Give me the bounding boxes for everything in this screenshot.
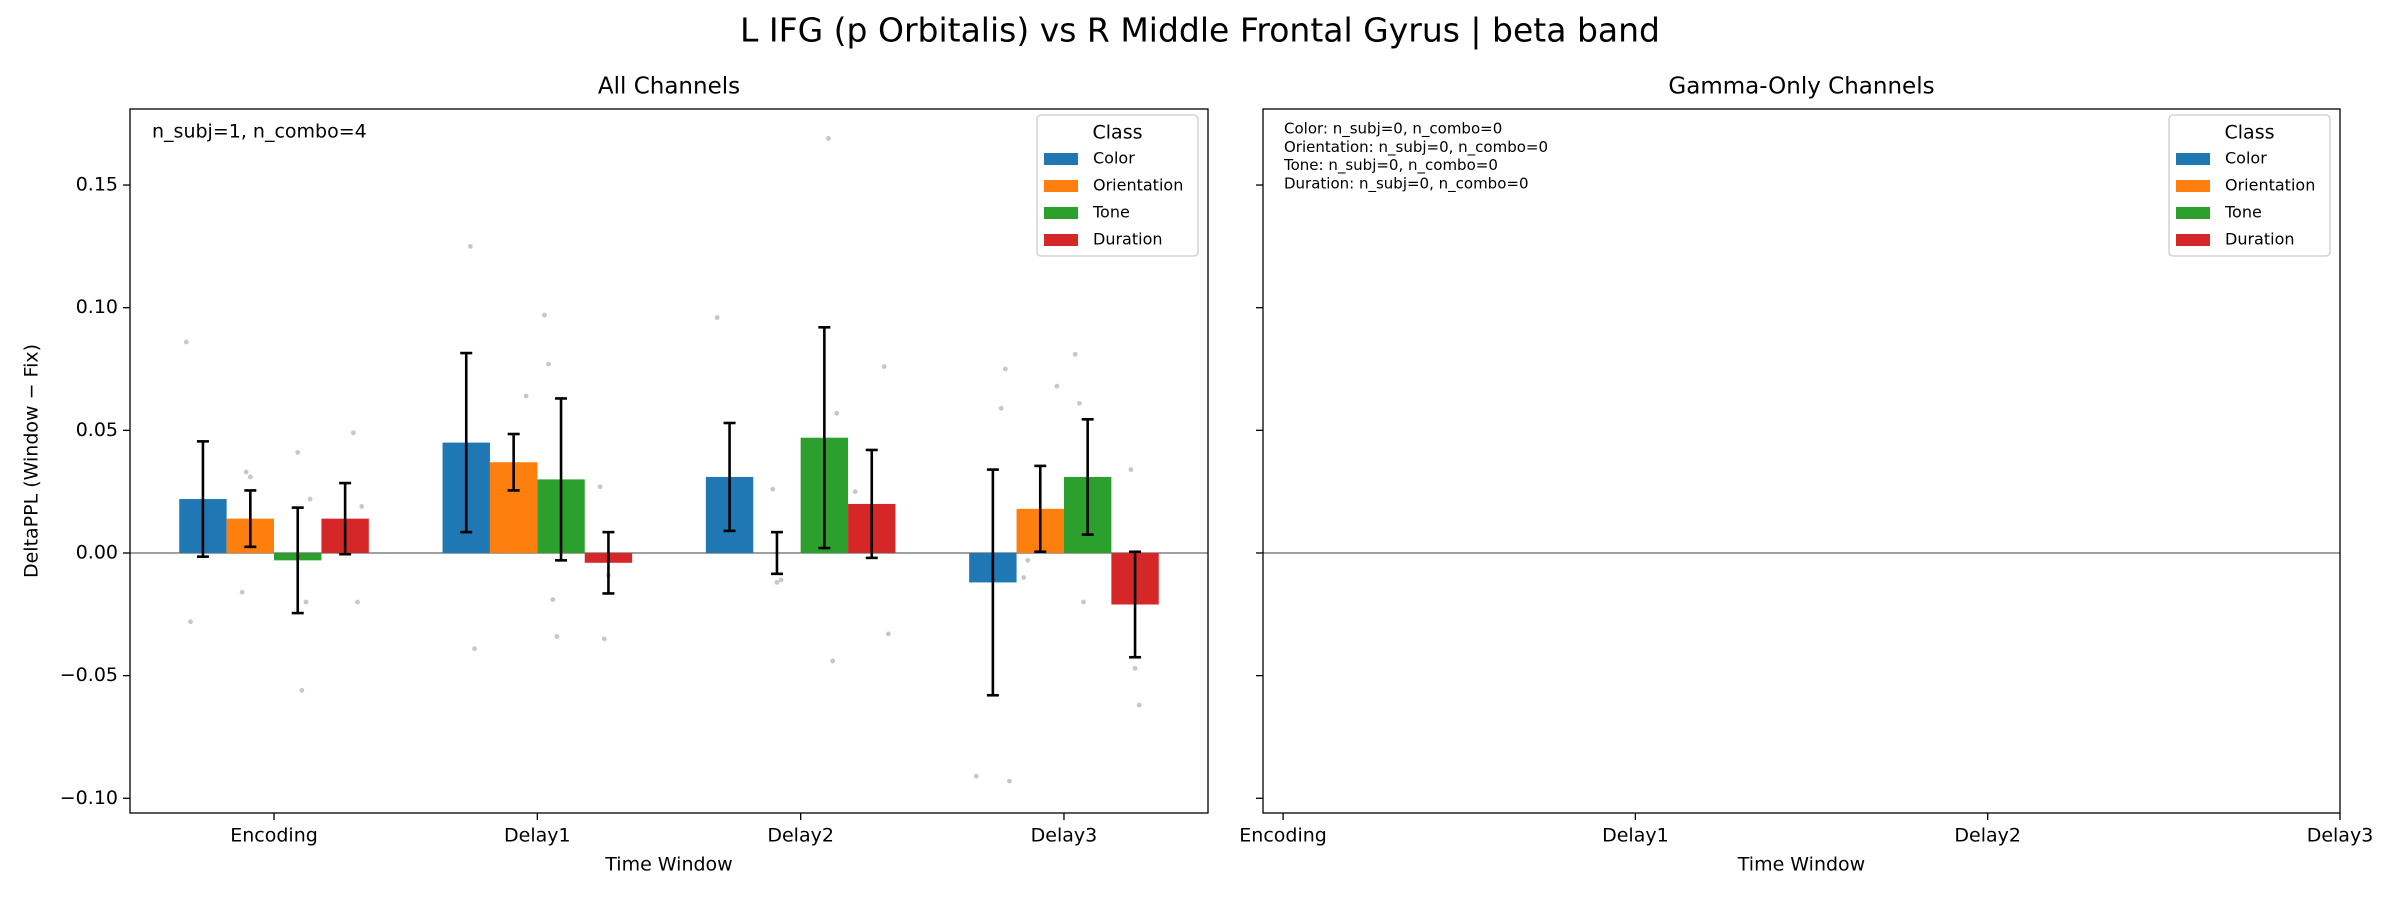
data-point (546, 361, 552, 367)
data-point (472, 646, 477, 652)
x-tick-label: Delay2 (1954, 825, 2021, 847)
data-point (852, 489, 858, 495)
data-point (183, 339, 189, 345)
legend-label: Tone (1092, 203, 1130, 222)
y-tick-label: 0.10 (76, 296, 118, 318)
legend-label: Duration (2225, 230, 2295, 249)
figure-title: L IFG (p Orbitalis) vs R Middle Frontal … (740, 11, 1660, 50)
data-point (1021, 575, 1027, 580)
subplot-title: Gamma-Only Channels (1668, 74, 1934, 100)
data-point (355, 599, 360, 605)
legend-swatch (2176, 234, 2210, 246)
legend-title: Class (2225, 122, 2275, 144)
legend-swatch (1044, 180, 1078, 192)
data-point (467, 243, 473, 249)
data-point (1128, 467, 1134, 472)
legend-swatch (2176, 207, 2210, 219)
x-tick-label: Delay3 (1031, 825, 1098, 847)
legend-label: Orientation (2225, 176, 2315, 195)
annotation: n_subj=1, n_combo=4 (152, 121, 367, 143)
x-tick-label: Delay1 (1602, 825, 1669, 847)
data-point (1132, 665, 1138, 671)
data-point (247, 474, 253, 480)
legend-swatch (1044, 234, 1078, 246)
annotation: Color: n_subj=0, n_combo=0 (1284, 120, 1502, 139)
y-tick-label: −0.10 (60, 787, 118, 809)
data-point (601, 636, 607, 642)
data-point (1072, 351, 1078, 357)
y-tick-label: 0.15 (76, 174, 118, 196)
legend-label: Duration (1093, 230, 1163, 249)
data-point (239, 589, 245, 595)
data-point (998, 405, 1004, 411)
data-point (973, 773, 979, 779)
legend-swatch (1044, 207, 1078, 219)
data-point (826, 136, 831, 141)
data-point (554, 633, 560, 639)
legend-swatch (2176, 153, 2210, 165)
data-point (881, 364, 887, 369)
x-tick-label: Delay1 (504, 825, 571, 847)
legend-label: Color (1093, 149, 1135, 168)
y-tick-label: 0.05 (76, 419, 118, 441)
data-point (1136, 702, 1142, 708)
legend-box (1036, 114, 1199, 257)
data-point (885, 631, 891, 637)
axes-frame (129, 108, 1209, 814)
data-point (299, 687, 305, 693)
data-point (830, 658, 836, 664)
data-point (1081, 599, 1086, 605)
data-point (243, 469, 249, 475)
data-point (359, 503, 365, 509)
data-point (1025, 557, 1031, 563)
data-point (351, 430, 356, 436)
y-tick-label: 0.00 (76, 541, 118, 563)
annotation: Duration: n_subj=0, n_combo=0 (1284, 174, 1529, 193)
legend-label: Tone (2224, 203, 2262, 222)
legend-box (2168, 114, 2331, 257)
x-tick-label: Encoding (1239, 825, 1327, 847)
data-point (523, 393, 529, 399)
data-point (1054, 383, 1060, 389)
annotation: Tone: n_subj=0, n_combo=0 (1283, 156, 1498, 175)
legend-swatch (1044, 153, 1078, 165)
annotation: Orientation: n_subj=0, n_combo=0 (1284, 138, 1548, 157)
y-tick-label: −0.05 (60, 664, 118, 686)
data-point (295, 450, 301, 455)
data-point (1076, 400, 1082, 406)
legend-swatch (2176, 180, 2210, 192)
data-point (834, 410, 840, 416)
data-point (307, 496, 313, 502)
legend-title: Class (1093, 122, 1143, 144)
data-point (1002, 366, 1008, 372)
data-point (774, 580, 780, 585)
legend-label: Color (2225, 149, 2267, 168)
data-point (188, 619, 193, 625)
data-point (778, 577, 784, 583)
axes-frame (1262, 108, 2341, 814)
data-point (1007, 778, 1012, 784)
legend-label: Orientation (1093, 176, 1183, 195)
y-axis-label: DeltaPPL (Window − Fix) (21, 344, 43, 578)
data-point (542, 312, 547, 318)
x-tick-label: Delay2 (767, 825, 834, 847)
subplot-title: All Channels (598, 74, 740, 100)
data-point (303, 599, 309, 605)
x-tick-label: Delay3 (2307, 825, 2374, 847)
data-point (550, 597, 556, 602)
x-tick-label: Encoding (230, 825, 318, 847)
data-point (770, 486, 776, 492)
data-point (714, 315, 720, 320)
data-point (597, 484, 603, 490)
x-axis-label: Time Window (604, 854, 732, 876)
x-axis-label: Time Window (1737, 854, 1865, 876)
